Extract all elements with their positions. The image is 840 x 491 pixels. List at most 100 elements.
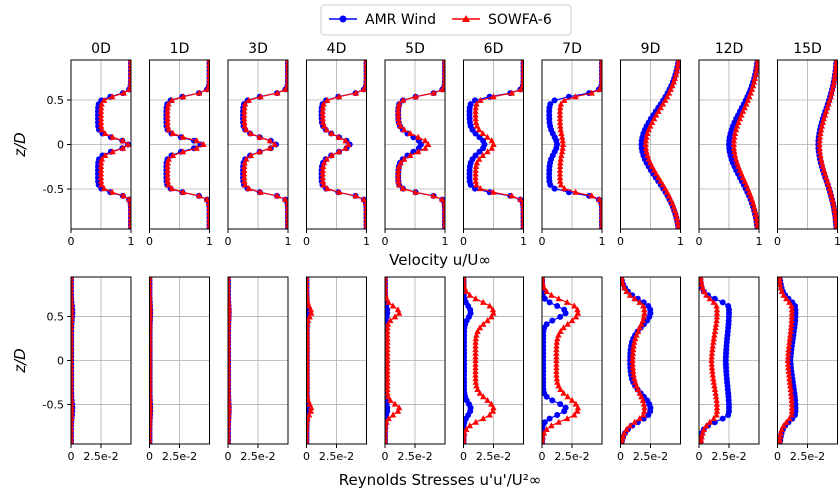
- series-sowfa-6-velocity-6: [557, 57, 605, 232]
- series-sowfa-6-velocity-3: [320, 57, 370, 232]
- data-point: [467, 422, 473, 428]
- x-tick-label: 0: [696, 450, 703, 463]
- x-tick-label: 0: [225, 450, 232, 463]
- x-tick-label: 0: [774, 235, 781, 248]
- panel-title-7D: 7D: [562, 41, 582, 57]
- legend: AMR Wind SOWFA-6: [321, 5, 571, 35]
- x-tick-label: 0: [696, 235, 703, 248]
- x-tick-label: 2.5e-2: [162, 450, 197, 463]
- panel-velocity-5: 6D0 1: [460, 41, 527, 248]
- panel-velocity-2: 3D0 1: [225, 41, 292, 248]
- panel-reynolds_stress-1: 0 2.5e-2: [146, 274, 210, 464]
- panel-reynolds_stress-4: 0 2.5e-2: [382, 274, 446, 464]
- panel-reynolds_stress-2: 0 2.5e-2: [225, 274, 289, 464]
- panel-title-3D: 3D: [248, 41, 268, 57]
- x-tick-label: 0: [146, 450, 153, 463]
- panel-reynolds_stress-0: 0 2.5e-2 -0.5 0 0.5: [43, 274, 131, 464]
- data-point: [484, 134, 490, 140]
- x-tick-label: 0: [539, 450, 546, 463]
- legend-label-0: AMR Wind: [365, 12, 436, 28]
- x-tick-label: 0: [382, 450, 389, 463]
- x-tick-label: 2.5e-2: [633, 450, 668, 463]
- panel-reynolds_stress-9: 0 2.5e-2: [774, 274, 838, 464]
- data-point: [557, 314, 563, 320]
- data-point: [720, 416, 726, 422]
- x-tick-label: 1: [128, 235, 135, 248]
- x-tick-label: 1: [677, 235, 684, 248]
- x-tick-label: 2.5e-2: [790, 450, 825, 463]
- y-axis-label-reynolds_stress: z/D: [11, 348, 29, 373]
- data-point: [725, 303, 731, 309]
- data-point: [392, 401, 398, 407]
- x-tick-label: 1: [442, 235, 449, 248]
- x-tick-label: 1: [363, 235, 370, 248]
- panel-velocity-4: 5D 0 1: [382, 41, 449, 248]
- x-tick-label: 0: [617, 235, 624, 248]
- x-tick-label: 0: [68, 235, 75, 248]
- y-tick-label: 0.5: [47, 94, 65, 107]
- x-tick-label: 0: [774, 450, 781, 463]
- series-sowfa-6-velocity-2: [241, 57, 291, 232]
- panel-reynolds_stress-7: 0 2.5e-2: [617, 274, 681, 464]
- x-tick-label: 1: [520, 235, 527, 248]
- data-point: [542, 419, 548, 425]
- x-tick-label: 1: [756, 235, 763, 248]
- panel-title-5D: 5D: [405, 41, 425, 57]
- data-point: [552, 97, 558, 103]
- x-tick-label: 0: [225, 235, 232, 248]
- x-tick-label: 1: [599, 235, 606, 248]
- panel-title-4D: 4D: [327, 41, 347, 57]
- panel-velocity-8: 12D0 1: [696, 41, 763, 248]
- data-point: [480, 415, 486, 421]
- y-tick-label: 0.5: [47, 311, 65, 324]
- x-tick-label: 0: [539, 235, 546, 248]
- x-tick-label: 2.5e-2: [711, 450, 746, 463]
- x-axis-label-velocity: Velocity u/U∞: [389, 251, 491, 269]
- series-sowfa-6-velocity-1: [164, 57, 212, 232]
- series-sowfa-6-velocity-5: [472, 57, 526, 232]
- x-tick-label: 0: [303, 235, 310, 248]
- panel-title-6D: 6D: [484, 41, 504, 57]
- x-tick-label: 2.5e-2: [240, 450, 275, 463]
- panel-reynolds_stress-3: 0 2.5e-2: [303, 274, 367, 464]
- data-point: [549, 397, 555, 403]
- data-point: [547, 299, 553, 305]
- x-axis-label-reynolds_stress: Reynolds Stresses u'u'/U²∞: [339, 471, 542, 489]
- x-tick-label: 2.5e-2: [397, 450, 432, 463]
- x-tick-label: 2.5e-2: [476, 450, 511, 463]
- y-tick-label: 0: [57, 139, 64, 152]
- data-point: [395, 306, 401, 312]
- data-point: [554, 412, 560, 418]
- series-sowfa-6-velocity-7: [643, 57, 682, 232]
- data-point: [549, 318, 555, 324]
- panel-velocity-0: 0D 0 1 -0.5 0 0.5: [43, 41, 135, 248]
- panel-reynolds_stress-8: 0 2.5e-2: [696, 274, 760, 464]
- panel-title-1D: 1D: [170, 41, 190, 57]
- data-point: [557, 401, 563, 407]
- panel-title-15D: 15D: [793, 41, 822, 57]
- y-axis-label-velocity: z/D: [11, 132, 29, 157]
- panel-title-0D: 0D: [91, 41, 111, 57]
- panel-velocity-1: 1D0 1: [146, 41, 213, 248]
- data-point: [390, 412, 396, 418]
- x-tick-label: 2.5e-2: [554, 450, 589, 463]
- y-tick-label: -0.5: [43, 398, 64, 411]
- data-point: [563, 405, 569, 411]
- panel-title-9D: 9D: [641, 41, 661, 57]
- y-tick-label: -0.5: [43, 183, 64, 196]
- legend-marker-0: [340, 16, 347, 23]
- x-tick-label: 0: [382, 235, 389, 248]
- axis-labels: Velocity u/U∞ z/D Reynolds Stresses u'u'/U…: [11, 132, 541, 489]
- data-point: [473, 295, 479, 301]
- x-tick-label: 0: [303, 450, 310, 463]
- data-point: [547, 416, 553, 422]
- data-point: [554, 303, 560, 309]
- series-sowfa-6-velocity-8: [731, 57, 761, 232]
- data-point: [720, 299, 726, 305]
- x-tick-label: 0: [146, 235, 153, 248]
- x-tick-label: 2.5e-2: [83, 450, 118, 463]
- series-sowfa-6-velocity-0: [98, 57, 134, 232]
- data-point: [561, 307, 567, 313]
- x-tick-label: 0: [460, 450, 467, 463]
- data-point: [548, 292, 554, 298]
